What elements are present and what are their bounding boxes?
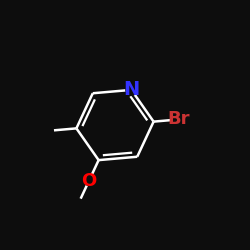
Circle shape: [84, 176, 94, 186]
Text: Br: Br: [167, 110, 190, 128]
Text: N: N: [123, 80, 140, 100]
Text: O: O: [82, 172, 97, 190]
Circle shape: [126, 84, 137, 96]
Circle shape: [172, 113, 185, 126]
